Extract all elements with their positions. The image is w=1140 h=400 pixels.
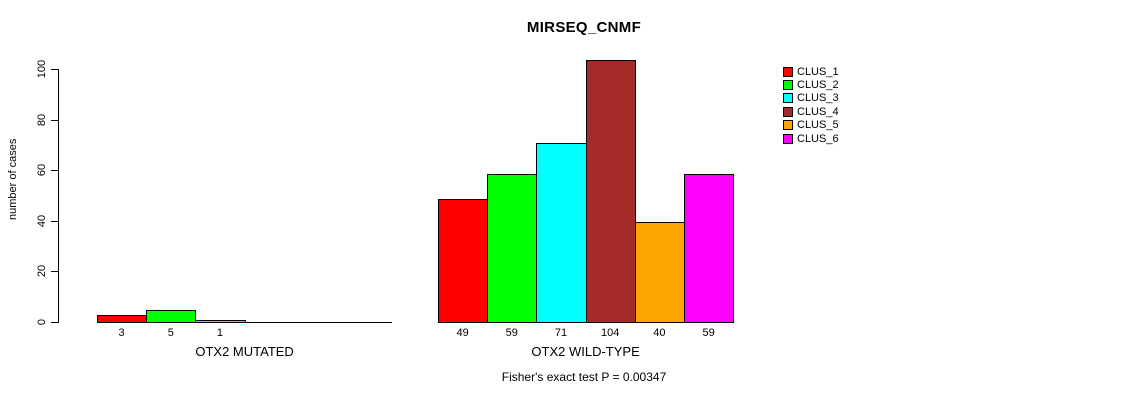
bar-value-label: 3 (118, 327, 125, 339)
bar-clus_1 (438, 199, 489, 323)
legend-swatch-icon (783, 66, 793, 77)
x-axis-group-label: OTX2 WILD-TYPE (531, 344, 640, 359)
legend-item: CLUS_1 (783, 65, 839, 78)
bar-clus_6 (684, 174, 735, 323)
bar-clus_3 (536, 143, 587, 323)
legend-label: CLUS_5 (797, 119, 839, 132)
bar-clus_2 (146, 310, 197, 323)
y-axis-tick (51, 271, 58, 273)
legend-swatch-icon (783, 93, 793, 104)
legend-label: CLUS_4 (797, 105, 839, 118)
y-axis-tick (51, 322, 58, 323)
bar-clus_5 (634, 222, 685, 323)
x-axis-group-label: OTX2 MUTATED (195, 344, 294, 359)
y-axis-tick (51, 69, 58, 70)
y-axis-tick (51, 170, 58, 172)
legend-swatch-icon (783, 80, 793, 91)
legend-item: CLUS_5 (783, 119, 839, 132)
legend-label: CLUS_2 (797, 79, 839, 92)
legend: CLUS_1 CLUS_2 CLUS_3 CLUS_4 CLUS_5 CLUS_6 (783, 65, 839, 145)
legend-item: CLUS_3 (783, 92, 839, 105)
fisher-test-note: Fisher's exact test P = 0.00347 (501, 370, 667, 384)
legend-label: CLUS_3 (797, 92, 839, 105)
legend-swatch-icon (783, 120, 793, 131)
bar-clus_1 (97, 315, 148, 323)
legend-label: CLUS_6 (797, 132, 839, 145)
legend-label: CLUS_1 (797, 65, 839, 78)
chart-title: MIRSEQ_CNMF (526, 19, 642, 36)
bar-value-label: 104 (601, 327, 620, 339)
legend-item: CLUS_2 (783, 78, 839, 91)
y-axis-tick (51, 220, 58, 222)
y-axis-line (58, 69, 59, 323)
bar-clus_2 (487, 174, 538, 323)
bar-clus_4 (585, 60, 636, 323)
bar-value-label: 49 (456, 327, 469, 339)
bar-value-label: 1 (216, 327, 224, 339)
legend-swatch-icon (783, 106, 793, 117)
legend-item: CLUS_6 (783, 132, 839, 145)
bar-value-label: 40 (653, 327, 666, 339)
y-axis-tick (51, 119, 58, 121)
bar-value-label: 59 (702, 327, 715, 339)
y-axis-tick-label: 0 (36, 318, 48, 326)
legend-swatch-icon (783, 133, 793, 144)
legend-item: CLUS_4 (783, 105, 839, 118)
bar-value-label: 59 (505, 327, 518, 339)
bar-value-label: 71 (554, 327, 568, 339)
bar-value-label: 5 (167, 327, 174, 339)
y-axis-tick-label: 100 (36, 59, 48, 79)
bar-clus_3 (195, 320, 246, 323)
